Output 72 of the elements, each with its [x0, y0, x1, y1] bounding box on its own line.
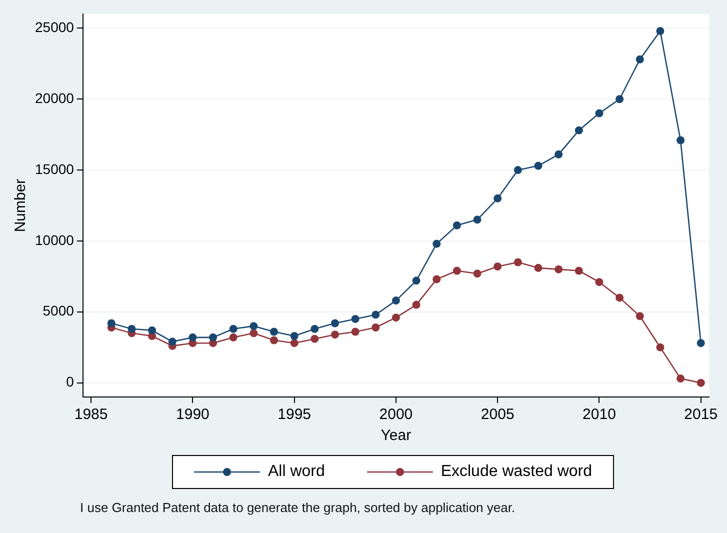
point	[290, 332, 298, 340]
point	[148, 326, 156, 334]
point	[514, 258, 522, 266]
point	[392, 296, 400, 305]
point	[229, 333, 238, 342]
point	[310, 324, 319, 333]
point	[595, 278, 604, 286]
point	[473, 216, 482, 224]
y-tick-label: 5000	[42, 302, 74, 319]
point	[574, 266, 583, 275]
point	[452, 266, 461, 275]
point	[128, 324, 136, 333]
point	[554, 265, 563, 274]
y-tick-label: 10000	[34, 232, 74, 248]
point	[330, 319, 339, 328]
point	[494, 262, 502, 270]
x-axis-title: Year	[380, 427, 412, 444]
point	[554, 150, 563, 158]
point	[595, 109, 604, 118]
point	[473, 270, 482, 278]
point	[188, 333, 197, 342]
point	[270, 336, 278, 344]
point	[696, 378, 705, 387]
y-axis-title: Number	[12, 178, 30, 232]
point	[372, 310, 380, 319]
point	[696, 339, 705, 348]
point	[351, 328, 360, 336]
point	[412, 276, 420, 285]
point	[452, 221, 461, 230]
point	[372, 323, 380, 332]
point	[432, 240, 441, 248]
point	[290, 339, 298, 348]
point	[250, 329, 258, 338]
point	[392, 314, 400, 322]
legend-label: All word	[268, 463, 325, 481]
point	[616, 294, 624, 302]
point	[656, 27, 664, 36]
point	[330, 330, 339, 339]
x-tick-label: 2010	[582, 406, 616, 424]
y-tick-label: 0	[66, 374, 74, 390]
x-tick-label: 2005	[480, 406, 514, 424]
point	[412, 300, 420, 309]
y-tick-label: 20000	[34, 90, 74, 106]
point	[534, 162, 542, 170]
point	[209, 333, 218, 342]
point	[229, 324, 238, 333]
point	[351, 314, 360, 323]
point	[107, 319, 116, 328]
point	[616, 95, 624, 104]
point	[636, 312, 644, 320]
point	[514, 166, 522, 174]
point	[676, 374, 685, 383]
point	[534, 264, 542, 272]
x-tick-label: 2000	[379, 406, 413, 424]
text: I use Granted Patent data to generate the graph, sorted by application year.	[80, 500, 516, 515]
x-tick-label: 1995	[278, 406, 312, 424]
point	[636, 55, 644, 64]
point	[656, 343, 664, 352]
point	[168, 338, 176, 346]
legend-label: Exclude wasted word	[440, 463, 592, 481]
point	[574, 126, 583, 134]
point	[432, 275, 441, 284]
x-tick-label: 1990	[176, 406, 210, 424]
x-tick-label: 2015	[684, 406, 718, 424]
y-tick-label: 25000	[34, 19, 74, 36]
x-tick-label: 1985	[74, 406, 108, 424]
point	[270, 328, 278, 336]
point	[494, 194, 502, 202]
point	[310, 334, 319, 343]
y-tick-label: 15000	[34, 160, 74, 177]
point	[676, 136, 685, 144]
point	[250, 322, 258, 330]
